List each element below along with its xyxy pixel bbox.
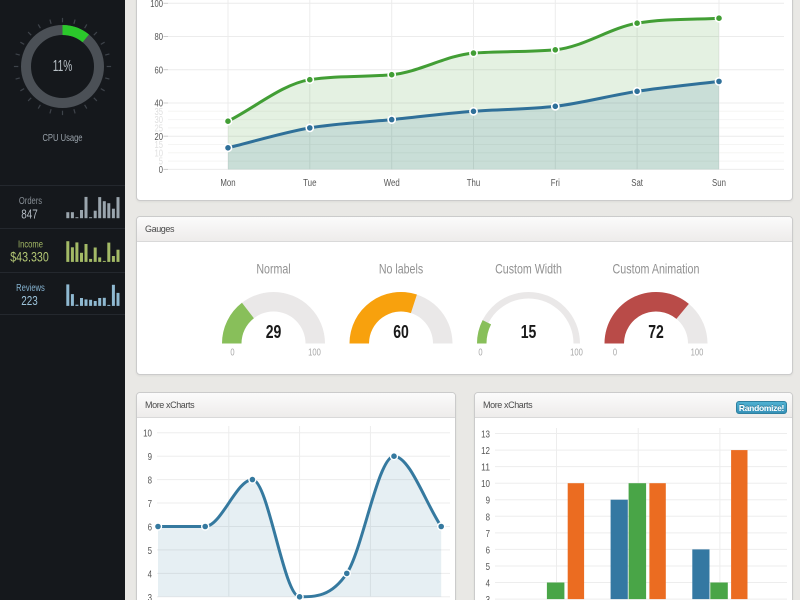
svg-text:11%: 11% [53,58,73,75]
svg-text:Income: Income [18,240,43,251]
svg-text:Reviews: Reviews [16,283,45,294]
svg-text:Orders: Orders [19,196,42,207]
svg-text:223: 223 [21,293,38,308]
svg-text:CPU Usage: CPU Usage [42,133,82,144]
svg-text:847: 847 [21,207,38,222]
svg-text:$43.330: $43.330 [10,249,49,265]
